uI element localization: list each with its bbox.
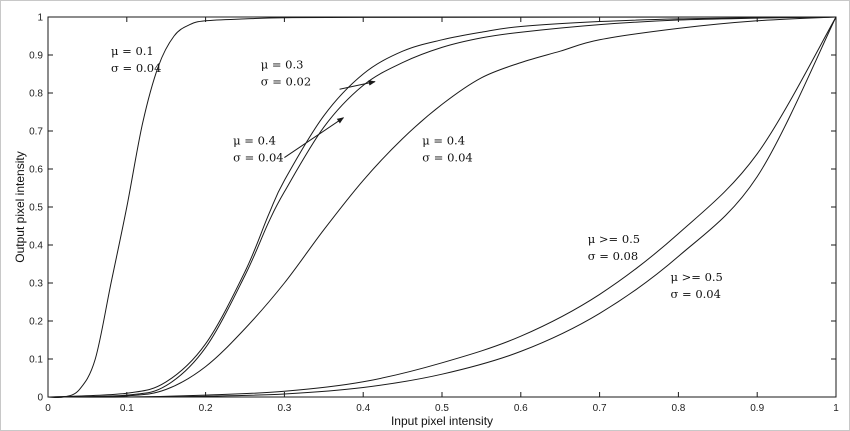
annotation-label-4: μ = 0.4: [422, 133, 465, 147]
x-tick-label: 0.2: [199, 403, 213, 414]
series-line-3: [47, 16, 837, 398]
annotation-arrow-2: [339, 80, 376, 90]
annotation-label-2: σ = 0.02: [261, 74, 311, 88]
x-tick-label: 0.3: [277, 403, 291, 414]
x-tick-label: 0.5: [435, 403, 449, 414]
y-tick-label: 0.3: [29, 279, 43, 290]
y-tick-label: 0.9: [29, 51, 43, 62]
series-line-6: [47, 16, 837, 398]
y-tick-label: 0.1: [29, 355, 43, 366]
annotation-label-6: μ >= 0.5: [671, 270, 723, 284]
y-tick-label: 0.2: [29, 317, 43, 328]
annotation-label-5: μ >= 0.5: [588, 232, 640, 246]
annotation-label-2: μ = 0.3: [261, 57, 304, 71]
annotation-label-4: σ = 0.04: [422, 150, 472, 164]
y-tick-label: 0.4: [29, 241, 43, 252]
x-tick-label: 0.8: [671, 403, 685, 414]
x-tick-label: 0.4: [356, 403, 370, 414]
annotation-label-1: σ = 0.04: [111, 61, 161, 75]
annotation-label-6: σ = 0.04: [671, 287, 721, 301]
y-tick-label: 0.7: [29, 127, 43, 138]
y-axis-title: Output pixel intensity: [13, 151, 27, 262]
series-line-1: [47, 16, 837, 399]
y-tick-label: 0: [37, 393, 43, 404]
series-line-2: [47, 16, 837, 398]
annotation-label-5: σ = 0.08: [588, 249, 638, 263]
x-tick-label: 0: [45, 403, 51, 414]
y-tick-label: 0.8: [29, 89, 43, 100]
annotation-label-3: σ = 0.04: [233, 150, 283, 164]
x-tick-label: 0.7: [593, 403, 607, 414]
annotation-label-1: μ = 0.1: [111, 44, 154, 58]
annotation-arrow-3: [284, 117, 345, 159]
y-tick-label: 0.6: [29, 165, 43, 176]
series-line-5: [47, 16, 837, 398]
y-tick-label: 1: [37, 13, 43, 24]
x-tick-label: 0.6: [514, 403, 528, 414]
plot-area-border: [47, 16, 837, 398]
annotation-label-3: μ = 0.4: [233, 133, 276, 147]
y-tick-label: 0.5: [29, 203, 43, 214]
x-axis-title: Input pixel intensity: [391, 414, 493, 428]
x-tick-label: 0.1: [120, 403, 134, 414]
x-tick-label: 0.9: [750, 403, 764, 414]
series-line-4: [47, 16, 837, 398]
x-tick-label: 1: [833, 403, 839, 414]
